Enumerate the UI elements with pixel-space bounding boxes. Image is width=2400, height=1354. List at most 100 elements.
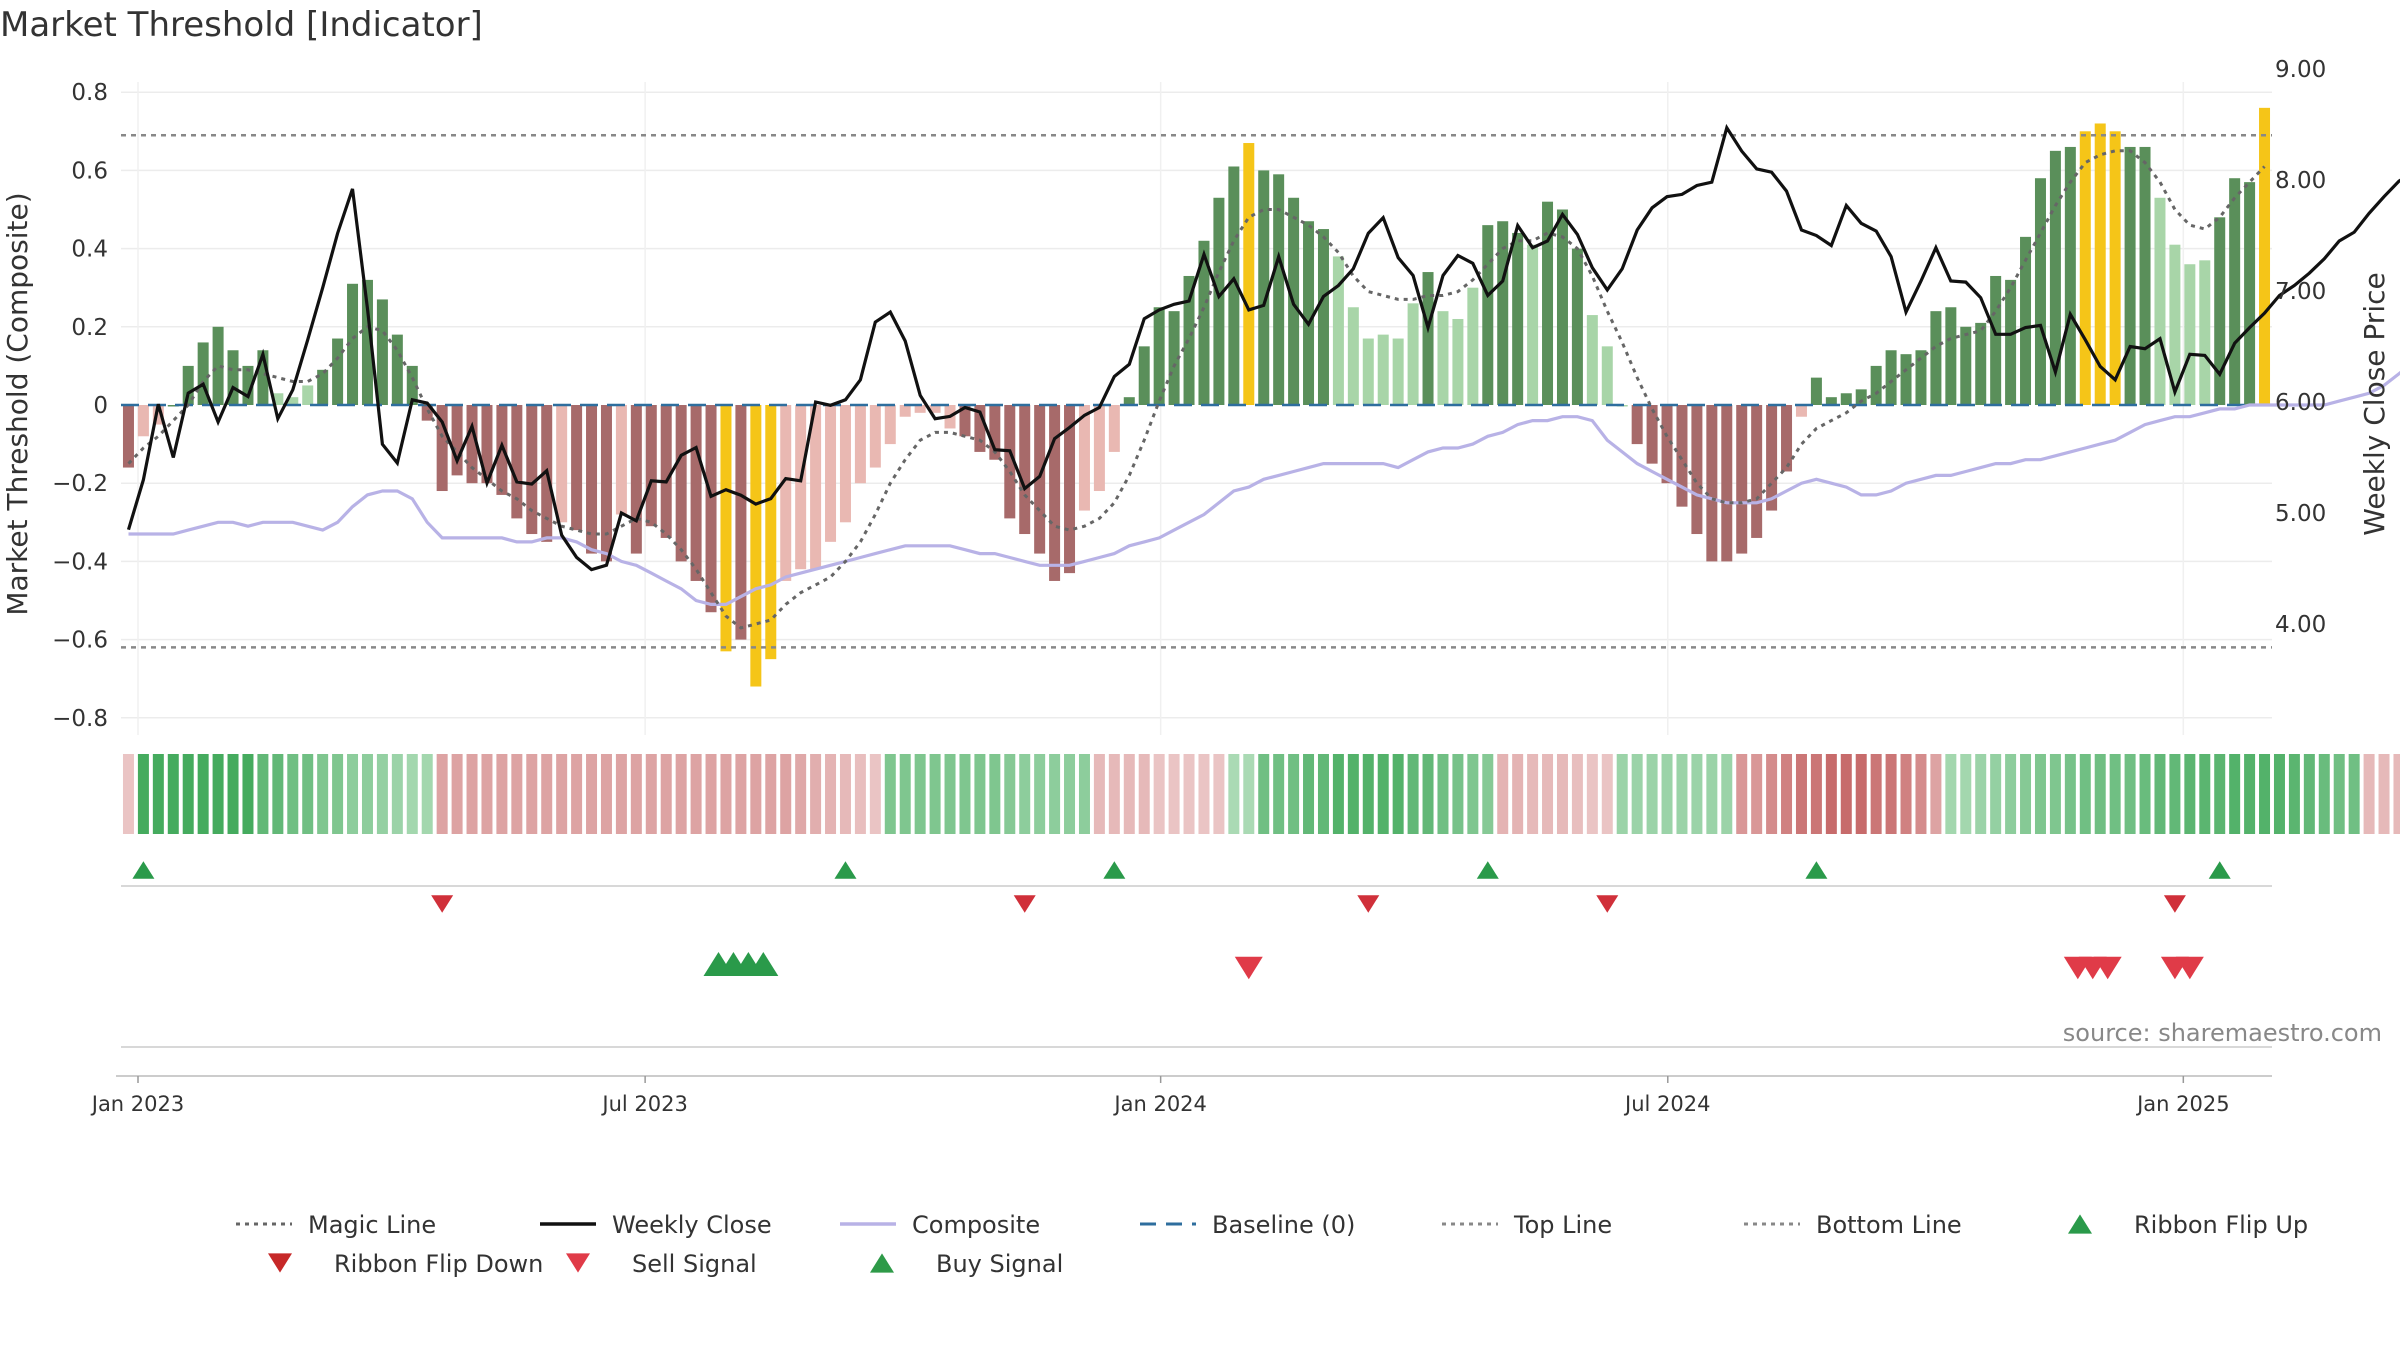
composite-bar <box>750 405 761 687</box>
ribbon-cell <box>496 754 507 834</box>
composite-bar <box>2020 237 2031 405</box>
ribbon-cell <box>1288 754 1299 834</box>
ribbon-cell <box>870 754 881 834</box>
composite-bar <box>1751 405 1762 538</box>
composite-bar <box>1572 249 1583 405</box>
composite-bar <box>1452 319 1463 405</box>
ribbon-cell <box>347 754 358 834</box>
ribbon-cell <box>1124 754 1135 834</box>
ribbon-cell <box>1049 754 1060 834</box>
composite-bar <box>123 405 134 468</box>
composite-bar <box>1602 346 1613 405</box>
ribbon-cell <box>1557 754 1568 834</box>
ribbon-cell <box>1482 754 1493 834</box>
composite-bar <box>586 405 597 554</box>
y-tick-label-left: −0.8 <box>52 706 108 732</box>
composite-bar <box>1841 393 1852 405</box>
ribbon-cell <box>601 754 612 834</box>
ribbon-cell <box>1378 754 1389 834</box>
ribbon-cell <box>1975 754 1986 834</box>
composite-bar <box>1691 405 1702 534</box>
ribbon-cell <box>735 754 746 834</box>
ribbon-cell <box>1856 754 1867 834</box>
composite-bar <box>1557 210 1568 406</box>
ribbon-cell <box>1333 754 1344 834</box>
ribbon-cell <box>1960 754 1971 834</box>
composite-bar <box>1019 405 1030 534</box>
ribbon-cell <box>2319 754 2330 834</box>
ribbon-cell <box>631 754 642 834</box>
composite-bar <box>2065 147 2076 405</box>
ribbon-cell <box>691 754 702 834</box>
ribbon-cell <box>1766 754 1777 834</box>
ribbon-cell <box>2169 754 2180 834</box>
y-tick-label-left: −0.2 <box>52 471 108 497</box>
composite-bar <box>1871 366 1882 405</box>
ribbon-cell <box>123 754 134 834</box>
composite-bar <box>1363 339 1374 405</box>
composite-bar <box>601 405 612 561</box>
ribbon-cell <box>452 754 463 834</box>
ribbon-cell <box>840 754 851 834</box>
ribbon-cell <box>317 754 328 834</box>
ribbon-cell <box>989 754 1000 834</box>
ribbon-cell <box>1139 754 1150 834</box>
legend-label: Buy Signal <box>936 1250 1063 1278</box>
ribbon-flip-down-marker <box>1596 895 1618 913</box>
ribbon-cell <box>2005 754 2016 834</box>
legend-label: Composite <box>912 1211 1040 1239</box>
ribbon-cell <box>2229 754 2240 834</box>
composite-bar <box>631 405 642 554</box>
composite-bar <box>1632 405 1643 444</box>
y-tick-label-left: 0 <box>93 393 108 419</box>
composite-bar <box>511 405 522 518</box>
composite-bar <box>1647 405 1658 464</box>
ribbon-cell <box>407 754 418 834</box>
ribbon-cell <box>2154 754 2165 834</box>
ribbon-cell <box>1019 754 1030 834</box>
ribbon-cell <box>526 754 537 834</box>
ribbon-cell <box>1034 754 1045 834</box>
ribbon-cell <box>153 754 164 834</box>
ribbon-cell <box>1796 754 1807 834</box>
composite-bar <box>302 385 313 405</box>
ribbon-cell <box>2259 754 2270 834</box>
ribbon-cell <box>720 754 731 834</box>
composite-bar <box>1079 405 1090 511</box>
ribbon-cell <box>511 754 522 834</box>
composite-bar <box>1886 350 1897 405</box>
y-tick-label-right: 6.00 <box>2275 390 2326 416</box>
composite-bar <box>795 405 806 569</box>
date-tick-label: Jul 2023 <box>600 1092 687 1116</box>
ribbon-cell <box>2214 754 2225 834</box>
y-tick-label-right: 4.00 <box>2275 612 2326 638</box>
ribbon-cell <box>1393 754 1404 834</box>
composite-bar <box>1213 198 1224 405</box>
ribbon-cell <box>974 754 985 834</box>
legend-label: Top Line <box>1513 1211 1612 1239</box>
legend-label: Baseline (0) <box>1212 1211 1355 1239</box>
date-tick-label: Jan 2024 <box>1112 1092 1207 1116</box>
y-tick-label-left: 0.6 <box>71 158 108 184</box>
composite-bar <box>1139 346 1150 405</box>
ribbon-cell <box>1811 754 1822 834</box>
ribbon-cell <box>467 754 478 834</box>
ribbon-flip-up-marker <box>1805 861 1827 879</box>
ribbon-flip-up-marker <box>1477 861 1499 879</box>
ribbon-cell <box>2393 754 2400 834</box>
ribbon-cell <box>1572 754 1583 834</box>
ribbon-cell <box>377 754 388 834</box>
y-tick-label-left: −0.4 <box>52 549 108 575</box>
composite-bar <box>1781 405 1792 471</box>
ribbon-cell <box>138 754 149 834</box>
ribbon-cell <box>242 754 253 834</box>
ribbon-flip-down-marker <box>1014 895 1036 913</box>
ribbon-cell <box>362 754 373 834</box>
ribbon-cell <box>2184 754 2195 834</box>
chart-title: Market Threshold [Indicator] <box>0 5 483 45</box>
composite-bar <box>1930 311 1941 405</box>
ribbon-cell <box>1348 754 1359 834</box>
ribbon-cell <box>1886 754 1897 834</box>
ribbon-cell <box>2364 754 2375 834</box>
